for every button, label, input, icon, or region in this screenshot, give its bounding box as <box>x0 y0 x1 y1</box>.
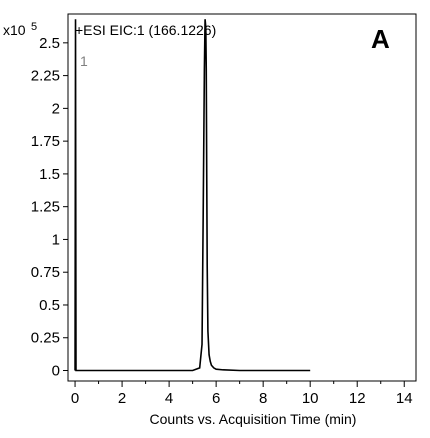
y-tick-label: 2.25 <box>31 68 60 85</box>
x-axis: 0 2 4 6 8 10 12 14 <box>71 381 413 407</box>
y-tick-label: 0.25 <box>31 330 60 347</box>
y-tick-label: 1.75 <box>31 133 60 150</box>
plot-frame <box>67 13 417 382</box>
x-axis-label: Counts vs. Acquisition Time (min) <box>150 411 357 427</box>
chromatogram-trace <box>74 19 311 372</box>
x-tick-label: 6 <box>212 390 220 407</box>
panel-label: A <box>371 24 390 54</box>
y-tick-label: 2.5 <box>39 35 60 52</box>
y-axis: 0 0.25 0.5 0.75 1 1.25 1.5 1.75 2 2.25 2.5 <box>31 35 68 380</box>
y-tick-label: 1.25 <box>31 199 60 216</box>
y-tick-label: 0 <box>52 363 60 380</box>
y-tick-label: 0.75 <box>31 264 60 281</box>
y-tick-label: 0.5 <box>39 297 60 314</box>
chart-title: +ESI EIC:1 (166.1226) <box>75 22 216 38</box>
x-tick-label: 0 <box>71 390 79 407</box>
y-tick-label: 1.5 <box>39 166 60 183</box>
y-tick-label: 1 <box>52 231 60 248</box>
y-multiplier-base: x10 <box>3 22 26 38</box>
x-tick-label: 4 <box>165 390 173 407</box>
y-tick-label: 2 <box>52 100 60 117</box>
x-tick-label: 8 <box>259 390 267 407</box>
x-tick-label: 2 <box>118 390 126 407</box>
x-tick-label: 10 <box>302 390 319 407</box>
x-tick-label: 14 <box>396 390 413 407</box>
trace-label: 1 <box>80 53 88 69</box>
y-multiplier-exponent: 5 <box>31 21 37 33</box>
x-tick-label: 12 <box>349 390 366 407</box>
